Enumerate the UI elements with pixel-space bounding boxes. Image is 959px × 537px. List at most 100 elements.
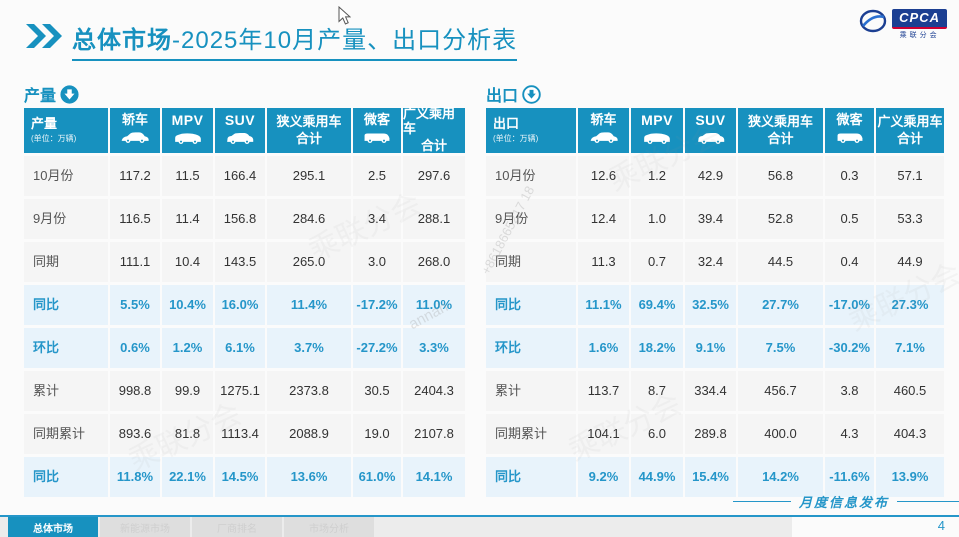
export-col-header: 广义乘用车 合计: [876, 108, 944, 153]
export-cell: 7.1%: [876, 328, 944, 368]
production-cell: 30.5: [353, 371, 401, 411]
export-cell: 13.9%: [876, 457, 944, 497]
export-cell: 1.2: [631, 156, 683, 196]
footer-tab[interactable]: 新能源市场: [100, 517, 190, 537]
export-header-label: 出口 (单位：万辆): [486, 108, 576, 153]
production-cell: 11.4: [162, 199, 213, 239]
export-cell: 6.0: [631, 414, 683, 454]
production-cell: 14.1%: [403, 457, 465, 497]
export-row-label: 9月份: [486, 199, 576, 239]
export-cell: 56.8: [738, 156, 823, 196]
mouse-cursor-icon: [338, 5, 352, 30]
production-cell: 3.7%: [267, 328, 351, 368]
cpca-roundel-icon: [858, 8, 888, 41]
production-col-header: SUV: [215, 108, 265, 153]
export-cell: 9.1%: [685, 328, 736, 368]
production-cell: 284.6: [267, 199, 351, 239]
export-cell: 456.7: [738, 371, 823, 411]
production-table: 产量 (单位：万辆) 轿车 MPV SUV 狭义乘用车 合计 微客 广义乘用车 合计 10月份 117…: [24, 106, 465, 497]
export-cell: 57.1: [876, 156, 944, 196]
export-cell: 8.7: [631, 371, 683, 411]
production-row-label: 累计: [24, 371, 108, 411]
export-cell: 0.5: [825, 199, 874, 239]
production-cell: 0.6%: [110, 328, 160, 368]
export-cell: 32.4: [685, 242, 736, 282]
production-cell: 2107.8: [403, 414, 465, 454]
production-cell: 111.1: [110, 242, 160, 282]
export-row-label: 同期: [486, 242, 576, 282]
footer-note-text: 月度信息发布: [798, 495, 889, 510]
footer-tabbar: 总体市场 新能源市场 厂商排名 市场分析: [0, 517, 792, 537]
production-cell: 99.9: [162, 371, 213, 411]
export-cell: 0.4: [825, 242, 874, 282]
production-cell: 3.4: [353, 199, 401, 239]
footer-tab[interactable]: 总体市场: [8, 517, 98, 537]
export-col-header: SUV: [685, 108, 736, 153]
production-cell: 268.0: [403, 242, 465, 282]
export-cell: 0.7: [631, 242, 683, 282]
footer-note-line-right: [897, 501, 959, 502]
production-row-label: 同期: [24, 242, 108, 282]
export-cell: 15.4%: [685, 457, 736, 497]
down-arrow-filled-icon: [60, 84, 79, 104]
export-row-label: 环比: [486, 328, 576, 368]
production-cell: 116.5: [110, 199, 160, 239]
suv-icon: [223, 131, 257, 149]
production-row-label: 同比: [24, 285, 108, 325]
export-cell: 4.3: [825, 414, 874, 454]
export-cell: -17.0%: [825, 285, 874, 325]
production-col-header: 狭义乘用车 合计: [267, 108, 351, 153]
production-cell: -27.2%: [353, 328, 401, 368]
export-cell: 44.5: [738, 242, 823, 282]
export-cell: 32.5%: [685, 285, 736, 325]
export-cell: 9.2%: [578, 457, 629, 497]
production-cell: 10.4: [162, 242, 213, 282]
export-row-label: 同比: [486, 457, 576, 497]
production-cell: 11.0%: [403, 285, 465, 325]
export-cell: 53.3: [876, 199, 944, 239]
production-cell: 143.5: [215, 242, 265, 282]
export-row-label: 同期累计: [486, 414, 576, 454]
cpca-logo-org: 乘联分会: [899, 32, 940, 39]
export-cell: 334.4: [685, 371, 736, 411]
production-cell: 117.2: [110, 156, 160, 196]
export-cell: 44.9: [876, 242, 944, 282]
down-arrow-outline-icon: [522, 84, 541, 104]
production-cell: 297.6: [403, 156, 465, 196]
production-cell: 2.5: [353, 156, 401, 196]
production-cell: 16.0%: [215, 285, 265, 325]
production-header-label: 产量 (单位：万辆): [24, 108, 108, 153]
export-cell: 7.5%: [738, 328, 823, 368]
production-cell: 295.1: [267, 156, 351, 196]
suv-icon: [694, 131, 728, 149]
production-cell: -17.2%: [353, 285, 401, 325]
export-cell: 11.1%: [578, 285, 629, 325]
production-row-label: 环比: [24, 328, 108, 368]
production-cell: 11.8%: [110, 457, 160, 497]
export-cell: 12.4: [578, 199, 629, 239]
export-cell: 18.2%: [631, 328, 683, 368]
production-section-text: 产量: [24, 88, 57, 105]
export-cell: 69.4%: [631, 285, 683, 325]
export-row-label: 累计: [486, 371, 576, 411]
mpv-icon: [640, 131, 674, 149]
footer-tab[interactable]: 厂商排名: [192, 517, 282, 537]
microvan-icon: [360, 130, 394, 148]
footer-tab[interactable]: 市场分析: [284, 517, 374, 537]
page-number: 4: [937, 518, 945, 533]
production-row-label: 10月份: [24, 156, 108, 196]
footer-note-line-left: [732, 501, 791, 502]
export-cell: 27.3%: [876, 285, 944, 325]
production-cell: 3.0: [353, 242, 401, 282]
export-cell: -11.6%: [825, 457, 874, 497]
mpv-icon: [171, 131, 205, 149]
sedan-icon: [587, 130, 621, 148]
footer-divider: [0, 515, 959, 517]
production-section-label: 产量: [24, 82, 79, 106]
export-row-label: 同比: [486, 285, 576, 325]
export-cell: 104.1: [578, 414, 629, 454]
export-table: 出口 (单位：万辆) 轿车 MPV SUV 狭义乘用车 合计 微客 广义乘用车 合计 10月份 12.…: [486, 108, 944, 497]
export-cell: 44.9%: [631, 457, 683, 497]
production-cell: 10.4%: [162, 285, 213, 325]
